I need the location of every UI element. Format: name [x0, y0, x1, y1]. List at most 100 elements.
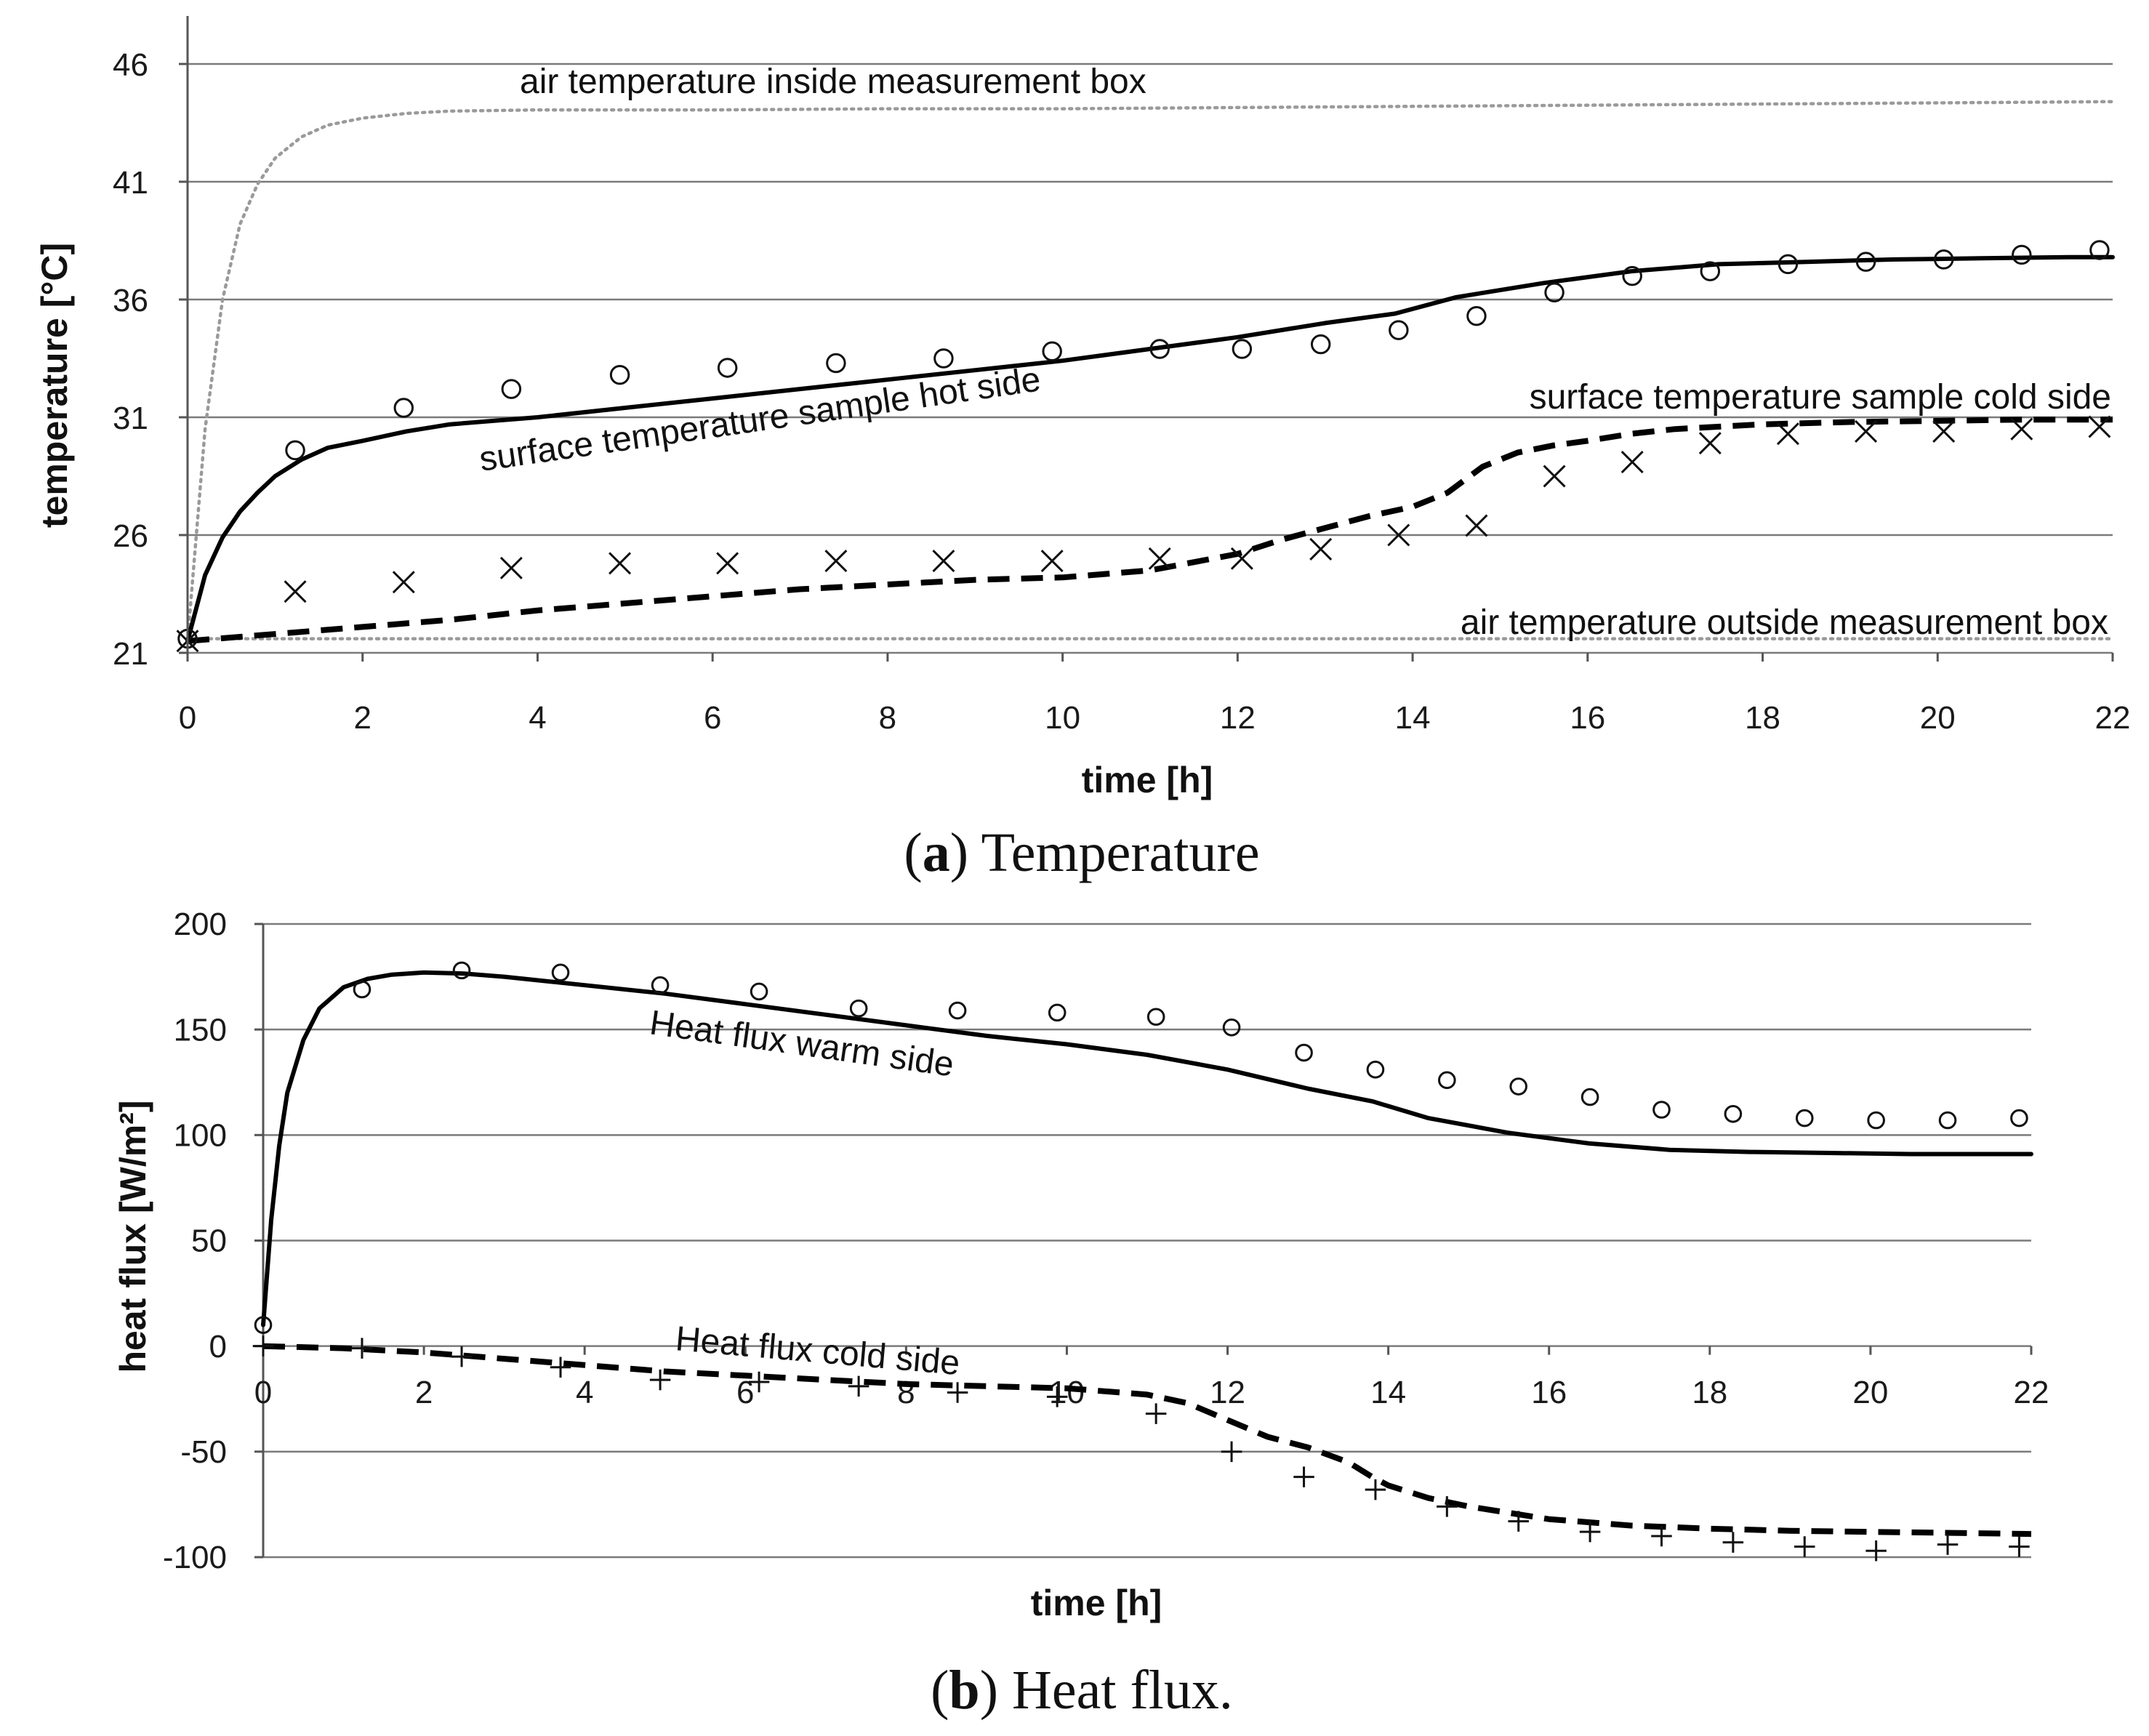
- data-point-plus: [351, 1338, 373, 1359]
- data-point-plus: [1937, 1534, 1959, 1555]
- data-point-circle: [1149, 339, 1170, 359]
- y-tick-label: 46: [113, 47, 148, 83]
- data-point-circle: [1933, 249, 1954, 270]
- data-point-cross: [608, 552, 632, 575]
- data-point-circle: [501, 379, 522, 399]
- series-line: [187, 417, 2113, 644]
- series-surface-temperature-sample-hot-side-measured-: [177, 240, 2110, 649]
- caption-a: (a) Temperature: [904, 822, 1259, 883]
- data-point-plus: [1794, 1536, 1815, 1557]
- data-point-plus: [748, 1371, 770, 1393]
- x-tick-label: 12: [1210, 1375, 1245, 1410]
- data-point-circle: [1042, 341, 1062, 362]
- series-line: [185, 254, 2115, 643]
- data-point-cross: [1776, 422, 1799, 446]
- data-point-cross: [284, 580, 307, 603]
- annotation-air-inside: air temperature inside measurement box: [520, 63, 1146, 101]
- data-point-cross: [1387, 523, 1410, 547]
- data-point-circle: [1048, 1003, 1067, 1022]
- y-tick-label: 26: [113, 518, 148, 554]
- caption-b-letter: b: [949, 1660, 979, 1721]
- y-tick-label: 0: [209, 1329, 227, 1365]
- x-tick-label: 8: [897, 1375, 915, 1410]
- data-point-circle: [1867, 1111, 1885, 1130]
- x-tick-label: 20: [1920, 700, 1956, 736]
- x-tick-label: 0: [179, 700, 196, 736]
- x-tick-label: 4: [529, 700, 546, 736]
- data-point-circle: [1652, 1101, 1671, 1119]
- data-point-circle: [948, 1001, 967, 1020]
- y-tick-label: 200: [174, 907, 227, 942]
- annotation-hot-side: surface temperature sample hot side: [477, 360, 1043, 479]
- data-point-cross: [1855, 419, 1878, 443]
- heat-flux-y-ticks: -100 -50 0 50 100 150 200: [163, 907, 263, 1575]
- data-point-circle: [2012, 244, 2032, 265]
- temperature-y-ticks: 21 26 31 36 41 46: [113, 47, 188, 672]
- series-surface-temperature-sample-cold-side-simulated-: [187, 417, 2113, 644]
- data-point-plus: [1437, 1496, 1458, 1517]
- data-point-cross: [392, 571, 415, 594]
- y-tick-label: 41: [113, 165, 148, 201]
- data-point-circle: [651, 976, 670, 994]
- data-point-circle: [1232, 339, 1253, 359]
- data-point-plus: [1365, 1479, 1386, 1500]
- data-point-cross: [1698, 432, 1722, 455]
- y-tick-label: 31: [113, 401, 148, 436]
- data-point-plus: [1865, 1540, 1887, 1562]
- data-point-plus: [1579, 1521, 1601, 1543]
- data-point-circle: [1310, 334, 1331, 355]
- x-tick-label: 20: [1852, 1375, 1888, 1410]
- data-point-circle: [353, 980, 371, 999]
- data-point-cross: [2010, 417, 2033, 441]
- data-point-plus: [848, 1375, 869, 1397]
- x-tick-label: 6: [704, 700, 721, 736]
- data-point-circle: [1295, 1043, 1313, 1062]
- temperature-y-axis-title: temperature [°C]: [34, 243, 75, 528]
- temperature-gridlines: [188, 63, 2113, 654]
- annotation-cold-side: surface temperature sample cold side: [1530, 378, 2111, 417]
- x-tick-label: 22: [2014, 1375, 2049, 1410]
- data-point-cross: [1230, 547, 1253, 570]
- temperature-x-ticks: 0 2 4 6 8 10 12 14 16 18 20 22: [179, 653, 2130, 736]
- data-point-cross: [1932, 419, 1956, 443]
- data-point-circle: [1938, 1111, 1957, 1130]
- data-point-circle: [1509, 1077, 1528, 1096]
- series-heat-flux-warm-side-simulated-: [261, 970, 2033, 1327]
- data-point-plus: [2009, 1536, 2030, 1557]
- x-tick-label: 12: [1220, 700, 1256, 736]
- series-heat-flux-cold-side-simulated-: [262, 1343, 2032, 1538]
- data-point-cross: [932, 550, 955, 573]
- data-point-cross: [1148, 547, 1171, 570]
- x-tick-label: 16: [1570, 700, 1605, 736]
- caption-b-text: Heat flux.: [1012, 1660, 1233, 1721]
- caption-a-text: Temperature: [981, 822, 1260, 883]
- x-tick-label: 18: [1692, 1375, 1727, 1410]
- data-point-circle: [1855, 252, 1876, 272]
- data-point-cross: [1543, 465, 1566, 488]
- data-point-plus: [252, 1335, 274, 1357]
- x-tick-label: 8: [879, 700, 896, 736]
- data-point-circle: [1389, 320, 1409, 340]
- x-tick-label: 4: [576, 1375, 593, 1410]
- series-surface-temperature-sample-cold-side-measured-: [176, 415, 2111, 653]
- data-point-plus: [1221, 1441, 1242, 1463]
- x-tick-label: 2: [415, 1375, 433, 1410]
- data-point-circle: [1222, 1018, 1241, 1037]
- series-line: [185, 100, 2115, 643]
- series-line: [262, 1343, 2032, 1538]
- x-tick-label: 2: [353, 700, 371, 736]
- heat-flux-series: [252, 961, 2033, 1562]
- series-air-temperature-inside-measurement-box: [185, 100, 2115, 643]
- caption-a-letter: a: [923, 822, 950, 883]
- data-point-circle: [1466, 305, 1487, 326]
- data-point-circle: [1724, 1105, 1743, 1123]
- data-point-plus: [947, 1382, 968, 1403]
- data-point-plus: [1651, 1525, 1672, 1547]
- caption-b: (b) Heat flux.: [931, 1660, 1233, 1721]
- data-point-cross: [2088, 415, 2111, 438]
- data-point-circle: [849, 999, 868, 1018]
- annotation-air-outside: air temperature outside measurement box: [1461, 603, 2108, 642]
- data-point-circle: [1438, 1071, 1456, 1090]
- data-point-circle: [551, 963, 570, 982]
